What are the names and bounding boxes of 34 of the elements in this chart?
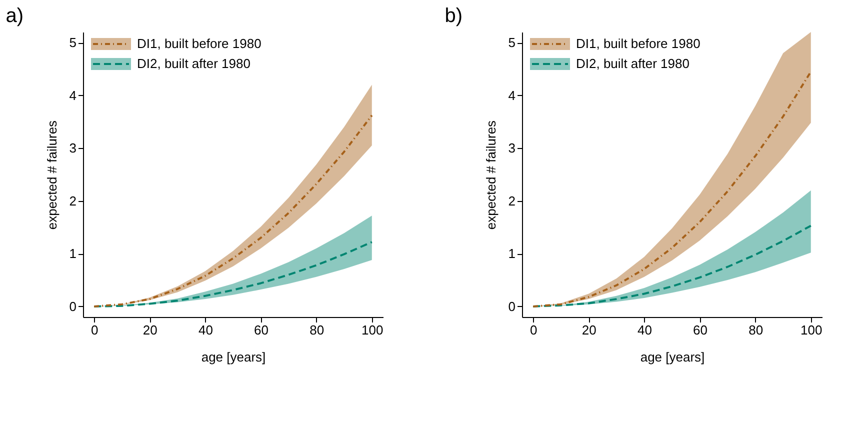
legend-label: DI1, built before 1980 xyxy=(576,36,700,51)
x-axis-title: age [years] xyxy=(640,350,705,364)
x-tick-label: 60 xyxy=(693,322,708,338)
y-tick-label: 1 xyxy=(69,246,76,262)
x-tick-label: 80 xyxy=(310,322,324,338)
x-tick-label: 100 xyxy=(800,322,822,338)
x-tick-label: 0 xyxy=(90,322,98,338)
y-tick-label: 3 xyxy=(508,140,516,156)
y-axis-title: expected # failures xyxy=(483,120,498,230)
y-tick-label: 4 xyxy=(508,88,516,103)
x-tick-label: 20 xyxy=(142,322,158,338)
y-tick-label: 0 xyxy=(69,298,76,314)
chart-title: b) xyxy=(444,5,463,27)
x-axis-title: age [years] xyxy=(201,350,266,364)
legend-label: DI2, built after 1980 xyxy=(137,56,250,71)
legend-label: DI2, built after 1980 xyxy=(576,56,690,71)
x-tick-label: 60 xyxy=(254,322,269,338)
x-tick-label: 40 xyxy=(198,322,213,338)
y-tick-label: 0 xyxy=(508,298,516,314)
y-tick-label: 3 xyxy=(69,140,76,156)
x-tick-label: 20 xyxy=(582,322,596,338)
x-tick-label: 40 xyxy=(637,322,652,338)
y-tick-label: 1 xyxy=(508,246,516,262)
x-tick-label: 0 xyxy=(530,322,538,338)
y-tick-label: 2 xyxy=(508,193,516,208)
x-tick-label: 80 xyxy=(748,322,764,338)
x-tick-label: 100 xyxy=(362,322,384,338)
y-tick-label: 5 xyxy=(508,35,516,50)
y-tick-label: 5 xyxy=(69,35,76,50)
y-tick-label: 4 xyxy=(69,88,76,103)
chart-title: a) xyxy=(6,5,24,27)
legend-label: DI1, built before 1980 xyxy=(137,36,262,51)
y-axis-title: expected # failures xyxy=(44,120,60,230)
y-tick-label: 2 xyxy=(69,193,76,208)
